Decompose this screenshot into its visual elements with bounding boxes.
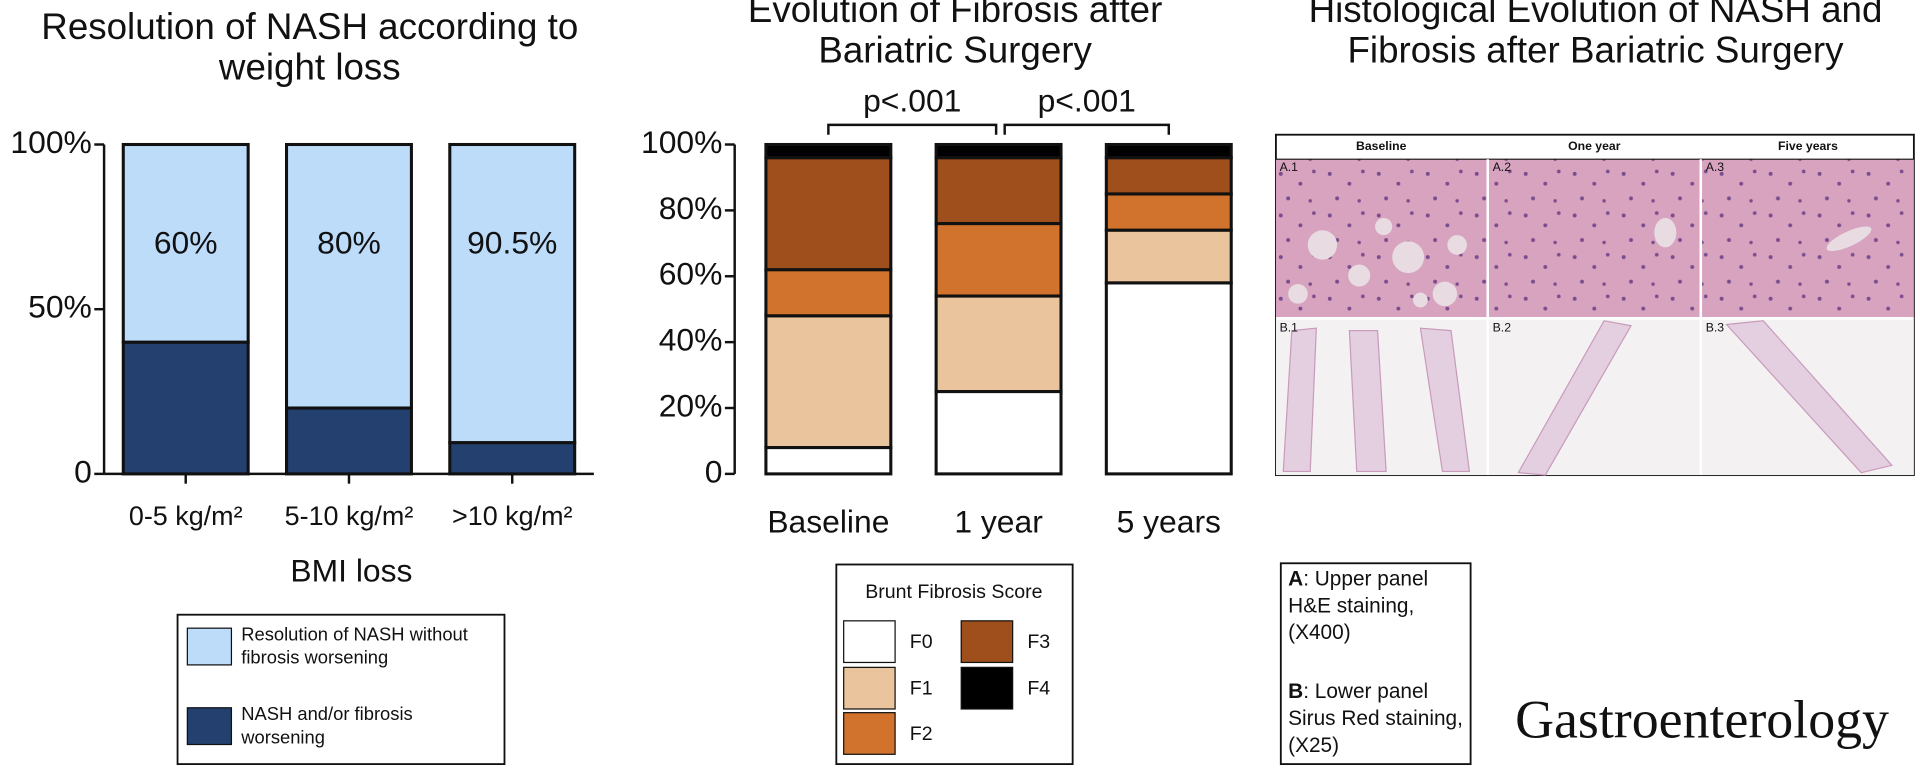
x-tick-label: >10 kg/m² xyxy=(452,501,572,531)
chart-title-text: Resolution of NASH according to weight l… xyxy=(41,7,579,89)
bar-segment xyxy=(934,142,1063,160)
bar-segment xyxy=(764,268,893,318)
x-tick-label: Baseline xyxy=(767,503,889,539)
bar-segment xyxy=(448,441,577,476)
panel-label: A.2 xyxy=(1493,160,1512,174)
chart-title-box: Resolution of NASH according to weight l… xyxy=(0,7,620,88)
column-header: Baseline xyxy=(1356,139,1407,153)
bar-segment xyxy=(121,340,250,476)
x-tick-label: 0-5 kg/m² xyxy=(129,501,243,531)
panel-label: A.3 xyxy=(1706,160,1725,174)
note-text: B xyxy=(1288,679,1304,703)
note: A: Upper panel H&E staining, (X400) xyxy=(1288,566,1466,647)
y-tick-label: 0 xyxy=(705,453,723,489)
legend-label: F4 xyxy=(1027,678,1050,700)
legend-label-box: NASH and/or fibrosis worsening xyxy=(241,703,501,750)
note-text: : Upper panel H&E staining, (X400) xyxy=(1288,566,1429,645)
fat-vacuoles xyxy=(1288,217,1872,308)
tissue-strips xyxy=(1282,320,1893,476)
image-a3 xyxy=(1702,159,1914,318)
legend-label: F3 xyxy=(1027,631,1050,653)
legend-swatch xyxy=(960,666,1014,710)
legend-swatch xyxy=(843,712,896,755)
legend-label-text: Resolution of NASH without fibrosis wors… xyxy=(241,624,468,669)
annotation: p<.001 xyxy=(1038,82,1136,118)
y-tick-label: 80% xyxy=(659,190,723,226)
panel-title-text: Histological Evolution of NASH and Fibro… xyxy=(1308,0,1883,72)
panel-label: B.2 xyxy=(1493,320,1512,334)
y-tick-label: 0 xyxy=(74,453,92,489)
chart-title: Evolution of Fibrosis after Bariatric Su… xyxy=(686,0,1225,71)
bar-segment xyxy=(764,314,893,450)
legend-swatch xyxy=(186,707,233,746)
x-tick-label: 1 year xyxy=(954,503,1043,539)
chart-title: Resolution of NASH according to weight l… xyxy=(0,7,620,88)
column-header: Five years xyxy=(1778,139,1838,153)
bar-segment xyxy=(764,142,893,160)
legend-label: Resolution of NASH without fibrosis wors… xyxy=(241,623,501,670)
x-tick-label: 5-10 kg/m² xyxy=(285,501,414,531)
x-tick-label: 5 years xyxy=(1117,503,1221,539)
legend-swatch xyxy=(843,620,896,664)
legend-label: F2 xyxy=(910,723,933,745)
bar-segment xyxy=(1104,142,1233,160)
bar-segment xyxy=(1104,228,1233,285)
annotation: p<.001 xyxy=(863,82,961,118)
y-tick-label: 60% xyxy=(659,256,723,292)
bar-segment xyxy=(285,142,413,410)
legend-swatch xyxy=(186,627,233,666)
legend-title: Brunt Fibrosis Score xyxy=(865,581,1042,603)
panel-label: B.3 xyxy=(1706,320,1725,334)
notes-box xyxy=(1279,562,1472,766)
journal-name: Gastroenterology xyxy=(1515,689,1889,749)
note-text: : Lower panel Sirus Red staining, (X25) xyxy=(1288,679,1463,757)
y-tick-label: 100% xyxy=(10,124,91,160)
y-tick-label: 20% xyxy=(659,387,723,423)
bar-segment xyxy=(934,294,1063,394)
y-tick-label: 40% xyxy=(659,322,723,358)
y-tick-label: 50% xyxy=(28,289,92,325)
legend-swatch xyxy=(843,666,896,710)
legend-label: F0 xyxy=(910,631,933,653)
bar-segment xyxy=(764,446,893,476)
bar-segment xyxy=(934,156,1063,226)
legend-label: NASH and/or fibrosis worsening xyxy=(241,703,501,750)
legend-label: F1 xyxy=(910,678,933,700)
legend-swatch xyxy=(960,620,1014,664)
p-value-bracket xyxy=(827,123,998,135)
note-box: B: Lower panel Sirus Red staining, (X25) xyxy=(1288,678,1466,759)
bar-segment xyxy=(1104,281,1233,476)
x-axis-label: BMI loss xyxy=(290,552,412,588)
value-label: 90.5% xyxy=(467,224,557,260)
chart-title-box: Evolution of Fibrosis after Bariatric Su… xyxy=(686,0,1225,71)
bar-segment xyxy=(1104,192,1233,232)
bar-segment xyxy=(1104,156,1233,196)
chart-title-text: Evolution of Fibrosis after Bariatric Su… xyxy=(747,0,1163,72)
p-value-bracket xyxy=(1003,123,1170,135)
bar-segment xyxy=(121,142,250,344)
note-box: A: Upper panel H&E staining, (X400) xyxy=(1288,566,1466,647)
bar-segment xyxy=(764,156,893,272)
panel-title: Histological Evolution of NASH and Fibro… xyxy=(1259,0,1920,71)
note-text: A xyxy=(1288,566,1304,591)
bar-segment xyxy=(934,222,1063,298)
histology-panel xyxy=(1275,133,1915,477)
bar-segment xyxy=(285,406,413,476)
y-tick-label: 100% xyxy=(641,124,722,160)
note: B: Lower panel Sirus Red staining, (X25) xyxy=(1288,678,1466,759)
legend-label-text: NASH and/or fibrosis worsening xyxy=(241,704,413,749)
panel-title-box: Histological Evolution of NASH and Fibro… xyxy=(1259,0,1920,71)
value-label: 60% xyxy=(154,224,218,260)
bar-segment xyxy=(448,142,577,445)
panel-label: A.1 xyxy=(1280,160,1299,174)
column-header: One year xyxy=(1568,139,1621,153)
value-label: 80% xyxy=(317,224,381,260)
bar-segment xyxy=(934,390,1063,476)
legend-label-box: Resolution of NASH without fibrosis wors… xyxy=(241,623,501,670)
panel-label: B.1 xyxy=(1280,320,1299,334)
